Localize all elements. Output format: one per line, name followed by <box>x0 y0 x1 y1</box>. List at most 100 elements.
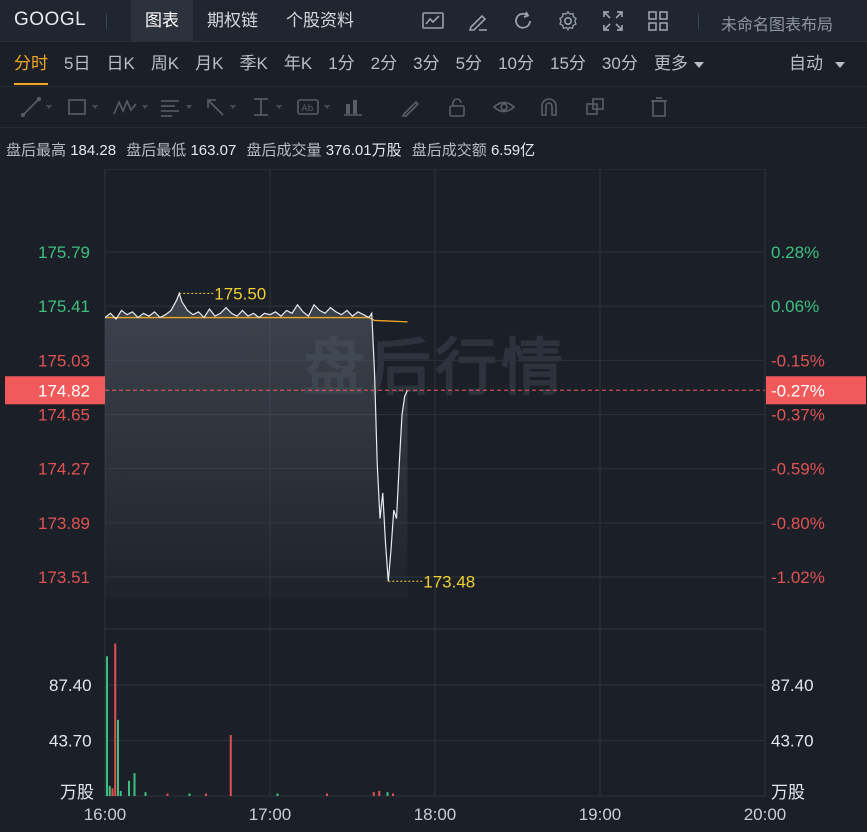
chevron-down-icon <box>693 61 704 68</box>
period-year-k[interactable]: 年K <box>283 54 313 73</box>
toolbar-divider <box>630 92 648 122</box>
price-tick-label: 174.65 <box>38 406 90 425</box>
layout-selector[interactable]: 未命名图表布局 <box>720 17 833 34</box>
tab-stock-profile[interactable]: 个股资料 <box>286 11 354 30</box>
current-price-tag <box>5 376 105 405</box>
period-quarter-k[interactable]: 季K <box>239 54 268 73</box>
gear-icon[interactable] <box>555 8 581 34</box>
price-line <box>104 291 409 582</box>
max-price-label: 175.50 <box>214 284 266 303</box>
pct-tick-label: -0.15% <box>771 351 825 370</box>
volume-bar <box>378 790 381 796</box>
time-tick-label: 20:00 <box>744 805 787 824</box>
current-pct-value: -0.27% <box>771 381 825 400</box>
volume-bar <box>106 656 108 796</box>
text-list-icon[interactable] <box>158 92 204 122</box>
stock-symbol[interactable]: GOOGL <box>14 9 87 30</box>
volume-bar <box>144 792 147 796</box>
volume-bar <box>133 773 136 796</box>
line-tool-icon[interactable] <box>20 92 66 122</box>
divider <box>698 13 699 29</box>
rect-tool-icon[interactable] <box>66 92 112 122</box>
time-tick-label: 18:00 <box>414 805 457 824</box>
divider <box>106 13 107 29</box>
measure-tool-icon[interactable] <box>250 92 296 122</box>
price-tick-label: 173.89 <box>38 514 90 533</box>
arrow-tool-icon[interactable] <box>204 92 250 122</box>
volume-bar <box>111 788 114 796</box>
low-label: 盘后最低 <box>126 142 187 159</box>
current-pct-tag <box>766 376 866 405</box>
trash-icon[interactable] <box>648 92 694 122</box>
period-15m[interactable]: 15分 <box>549 54 586 73</box>
volume-bar <box>117 719 119 796</box>
tab-chart[interactable]: 图表 <box>131 0 193 42</box>
price-tick-label: 174.27 <box>38 460 90 479</box>
period-30m[interactable]: 30分 <box>601 54 638 73</box>
period-2m[interactable]: 2分 <box>370 54 398 73</box>
pct-tick-label: -1.02% <box>771 568 825 587</box>
auto-scale-selector[interactable]: 自动 <box>789 43 845 85</box>
period-bar: 分时 5日 日K 周K 月K 季K 年K 1分 2分 3分 5分 10分 15分… <box>0 43 867 85</box>
after-hours-info: 盘后最高 184.28 盘后最低 163.07 盘后成交量 376.01万股 盘… <box>6 139 541 160</box>
refresh-icon[interactable] <box>510 8 536 34</box>
amount-label: 盘后成交额 <box>411 142 487 159</box>
period-5d[interactable]: 5日 <box>64 54 91 73</box>
period-5m[interactable]: 5分 <box>455 54 483 73</box>
volume-label: 盘后成交量 <box>246 142 322 159</box>
volume-value: 376.01万股 <box>325 142 402 159</box>
volume-unit-label-right: 万股 <box>771 783 805 802</box>
draw-pen-icon[interactable] <box>465 8 491 34</box>
volume-bar <box>128 780 130 796</box>
fullscreen-icon[interactable] <box>600 8 626 34</box>
period-1m[interactable]: 1分 <box>328 54 355 73</box>
lock-icon[interactable] <box>446 92 492 122</box>
eye-icon[interactable] <box>492 92 538 122</box>
time-tick-label: 17:00 <box>249 805 292 824</box>
wave-tool-icon[interactable] <box>112 92 158 122</box>
period-3m[interactable]: 3分 <box>413 54 440 73</box>
pct-tick-label: -0.59% <box>771 460 825 479</box>
volume-bar <box>119 790 122 796</box>
volume-bar <box>372 792 375 796</box>
period-intraday[interactable]: 分时 <box>6 43 56 85</box>
volume-bar <box>188 793 191 796</box>
price-area <box>105 293 408 599</box>
volume-bar <box>108 785 111 796</box>
period-day-k[interactable]: 日K <box>106 54 135 73</box>
price-tick-label: 173.51 <box>38 568 90 587</box>
period-week-k[interactable]: 周K <box>150 54 180 73</box>
current-price-value: 174.82 <box>38 381 90 400</box>
volume-tick-label: 43.70 <box>49 732 92 751</box>
pct-tick-label: 0.28% <box>771 243 819 262</box>
volume-bar <box>392 793 394 796</box>
price-tick-label: 175.79 <box>38 243 90 262</box>
toolbar-divider <box>388 92 400 122</box>
pct-tick-label: -0.37% <box>771 406 825 425</box>
tab-option-chain[interactable]: 期权链 <box>207 11 258 30</box>
period-more[interactable]: 更多 <box>646 43 712 85</box>
volume-bar <box>276 793 279 796</box>
volume-bar <box>205 793 207 796</box>
layers-icon[interactable] <box>584 92 630 122</box>
period-month-k[interactable]: 月K <box>195 54 224 73</box>
volume-bar <box>326 793 328 796</box>
min-price-label: 173.48 <box>423 572 475 591</box>
bar-tool-icon[interactable] <box>342 92 388 122</box>
grid-layout-icon[interactable] <box>645 8 671 34</box>
indicator-icon[interactable] <box>420 8 446 34</box>
brush-icon[interactable] <box>400 92 446 122</box>
label-tool-icon[interactable]: Ab <box>296 92 342 122</box>
pct-tick-label: -0.80% <box>771 514 825 533</box>
high-value: 184.28 <box>70 142 117 159</box>
volume-bar <box>386 792 389 796</box>
auto-label: 自动 <box>789 54 823 73</box>
magnet-icon[interactable] <box>538 92 584 122</box>
volume-bar <box>114 643 117 796</box>
time-tick-label: 16:00 <box>84 805 127 824</box>
volume-bar <box>229 735 232 796</box>
svg-text:Ab: Ab <box>302 104 314 114</box>
period-10m[interactable]: 10分 <box>498 54 534 73</box>
low-value: 163.07 <box>190 142 237 159</box>
